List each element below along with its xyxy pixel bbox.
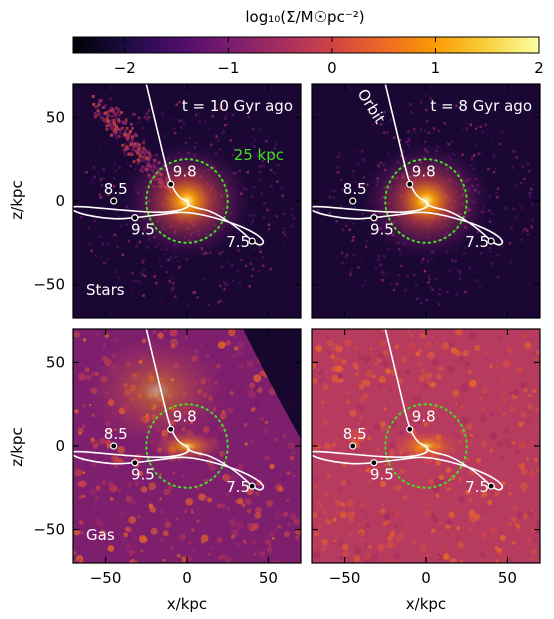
time-marker-label: 9.8 xyxy=(412,162,436,180)
time-marker-label: 8.5 xyxy=(104,180,128,198)
radius-circle xyxy=(145,403,229,489)
time-marker xyxy=(370,214,378,222)
time-marker-label: 7.5 xyxy=(465,233,489,251)
time-marker xyxy=(167,180,175,188)
ylabel-top: z/kpc xyxy=(8,180,26,219)
y-tick-label: 0 xyxy=(55,437,65,455)
xlabel-right: x/kpc xyxy=(406,595,446,613)
time-marker-label: 8.5 xyxy=(343,425,367,443)
x-tick-label: −50 xyxy=(329,569,361,587)
time-marker xyxy=(406,180,414,188)
circle-label: 25 kpc xyxy=(234,146,284,164)
panels: 9.8 8.5 9.5 7.5 t = 10 Gyr ago Stars 25 kpc −50… xyxy=(33,83,541,587)
time-marker-label: 9.5 xyxy=(131,221,155,239)
colorbar-ticks: −2 −1 0 1 2 xyxy=(114,37,544,77)
time-marker xyxy=(406,425,414,433)
colorbar-tick-label: 2 xyxy=(534,59,544,77)
x-tick-label: 50 xyxy=(498,569,517,587)
time-marker-label: 9.8 xyxy=(173,162,197,180)
radius-circle xyxy=(384,403,468,489)
time-label: t = 8 Gyr ago xyxy=(430,97,532,115)
density-map: 9.8 8.5 9.5 7.5 xyxy=(312,329,540,563)
time-marker-label: 9.5 xyxy=(131,466,155,484)
axis-ticks xyxy=(312,329,540,563)
time-marker xyxy=(110,442,118,450)
axis-ticks xyxy=(73,329,301,563)
orbit-line xyxy=(312,329,504,491)
x-tick-label: −50 xyxy=(90,569,122,587)
time-marker-label: 9.5 xyxy=(370,221,394,239)
species-label: Stars xyxy=(86,281,125,299)
colorbar-tick-label: −2 xyxy=(114,59,136,77)
panel-gas-10: 9.8 8.5 9.5 7.5 Gas −50 0 50 −50 0 50 xyxy=(33,328,302,587)
y-tick-label: 0 xyxy=(55,192,65,210)
y-tick-label: 50 xyxy=(46,108,65,126)
time-marker xyxy=(487,482,495,490)
time-marker xyxy=(110,197,118,205)
orbit-line xyxy=(73,84,265,246)
time-marker xyxy=(370,459,378,467)
radius-circle xyxy=(145,158,229,244)
time-marker-label: 8.5 xyxy=(104,425,128,443)
colorbar-tick-label: 1 xyxy=(431,59,441,77)
y-tick-label: −50 xyxy=(33,521,65,539)
time-marker xyxy=(167,425,175,433)
orbit-line xyxy=(73,329,265,491)
colorbar xyxy=(72,36,540,54)
time-marker-label: 9.5 xyxy=(370,466,394,484)
time-marker xyxy=(131,459,139,467)
y-tick-label: −50 xyxy=(33,276,65,294)
colorbar-label: log₁₀(Σ/M☉pc⁻²) xyxy=(245,8,364,26)
time-marker-label: 9.8 xyxy=(173,407,197,425)
time-label: t = 10 Gyr ago xyxy=(182,97,293,115)
time-marker xyxy=(487,237,495,245)
x-tick-label: 0 xyxy=(421,569,431,587)
x-tick-label: 0 xyxy=(182,569,192,587)
time-marker-label: 7.5 xyxy=(226,233,250,251)
density-map: 9.8 8.5 9.5 7.5 Gas xyxy=(73,329,301,563)
xlabel-left: x/kpc xyxy=(167,595,207,613)
time-marker-label: 9.8 xyxy=(412,407,436,425)
x-tick-label: 50 xyxy=(259,569,278,587)
orbit-line xyxy=(312,84,504,246)
time-marker xyxy=(349,197,357,205)
y-tick-label: 50 xyxy=(46,353,65,371)
radius-circle xyxy=(384,158,468,244)
density-map: 9.8 8.5 9.5 7.5 t = 10 Gyr ago Stars 25 kpc xyxy=(73,84,301,318)
axis-ticks xyxy=(73,84,301,318)
time-marker xyxy=(131,214,139,222)
time-marker xyxy=(248,237,256,245)
time-marker xyxy=(349,442,357,450)
time-marker-label: 8.5 xyxy=(343,180,367,198)
panel-stars-10: 9.8 8.5 9.5 7.5 t = 10 Gyr ago Stars 25 kpc −50… xyxy=(33,83,302,319)
time-marker-label: 7.5 xyxy=(465,478,489,496)
colorbar-tick-label: 0 xyxy=(327,59,337,77)
panel-gas-8: 9.8 8.5 9.5 7.5 −50 0 50 xyxy=(311,328,541,587)
time-marker xyxy=(248,482,256,490)
ylabel-bottom: z/kpc xyxy=(8,427,26,466)
gas-void xyxy=(243,329,301,439)
colorbar-tick-label: −1 xyxy=(217,59,239,77)
time-marker-label: 7.5 xyxy=(226,478,250,496)
species-label: Gas xyxy=(86,526,115,544)
axis-ticks xyxy=(312,84,540,318)
